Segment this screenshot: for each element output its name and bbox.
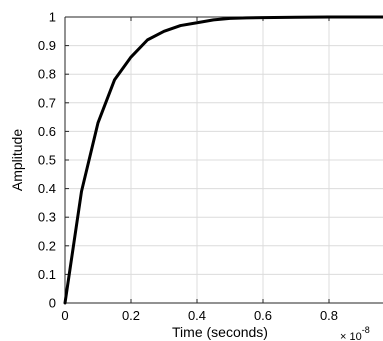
x-tick-label: 0.6 <box>254 308 272 323</box>
x-tick-label: 0 <box>61 308 68 323</box>
grid-lines <box>65 17 383 303</box>
y-axis-label: Amplitude <box>9 129 25 191</box>
x-tick-labels: 00.20.40.60.81 <box>61 308 338 323</box>
x-exponent-base: × 10 <box>340 331 362 341</box>
x-axis-label: Time (seconds) <box>172 324 268 340</box>
y-tick-label: 0.7 <box>38 95 56 110</box>
y-tick-label: 0 <box>49 296 56 311</box>
y-tick-label: 1 <box>49 10 56 25</box>
x-exponent-power: -8 <box>362 325 370 335</box>
series-group <box>63 15 383 305</box>
y-tick-label: 0.3 <box>38 210 56 225</box>
y-tick-label: 0.1 <box>38 267 56 282</box>
x-exponent-label: × 10-8 <box>340 325 370 341</box>
y-tick-labels: 0 0.1 0.2 0.3 0.4 0.5 0.6 0.7 0.8 0.9 1 <box>38 10 56 311</box>
y-tick-label: 0.2 <box>38 238 56 253</box>
x-tick-label: 0.8 <box>320 308 338 323</box>
x-tick-label: 0.2 <box>122 308 140 323</box>
y-tick-label: 0.9 <box>38 38 56 53</box>
y-tick-label: 0.4 <box>38 181 56 196</box>
y-tick-label: 0.8 <box>38 67 56 82</box>
y-tick-label: 0.6 <box>38 124 56 139</box>
x-tick-label: 0.4 <box>188 308 206 323</box>
series-line <box>63 15 383 305</box>
y-tick-label: 0.5 <box>38 153 56 168</box>
